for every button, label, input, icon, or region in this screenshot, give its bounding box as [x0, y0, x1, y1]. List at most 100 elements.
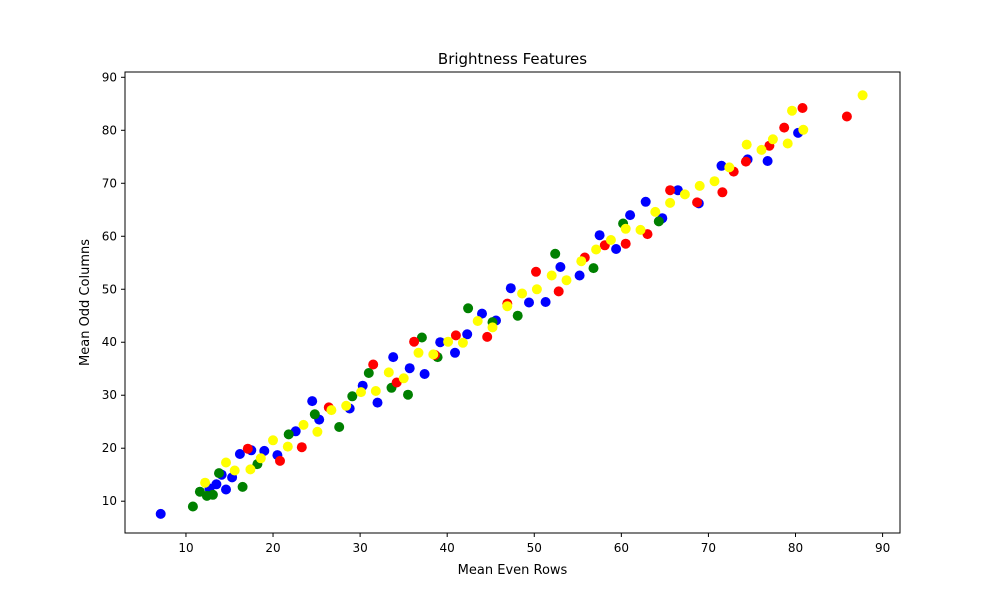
- x-tick-label: 70: [701, 541, 716, 555]
- data-point: [221, 484, 231, 495]
- data-point: [268, 435, 278, 446]
- data-point: [555, 262, 566, 272]
- data-point: [409, 336, 420, 347]
- data-point: [312, 426, 323, 437]
- x-tick-label: 90: [875, 541, 890, 555]
- data-point: [214, 468, 224, 479]
- data-point: [605, 235, 616, 245]
- data-point: [553, 286, 564, 297]
- data-point: [462, 329, 473, 340]
- data-point: [309, 409, 320, 420]
- data-point: [588, 263, 599, 274]
- data-point: [356, 387, 366, 398]
- data-point: [368, 359, 379, 370]
- y-tick-label: 10: [102, 494, 117, 508]
- data-point: [635, 224, 646, 235]
- data-point: [611, 244, 622, 254]
- data-point: [665, 197, 676, 208]
- x-tick-label: 10: [178, 541, 193, 555]
- data-point: [724, 162, 735, 173]
- data-point: [692, 197, 703, 208]
- chart-title: Brightness Features: [438, 50, 587, 68]
- data-point: [756, 144, 767, 155]
- points-layer: [155, 90, 868, 519]
- data-point: [443, 336, 454, 347]
- data-point: [237, 481, 248, 492]
- data-point: [482, 331, 493, 342]
- data-point: [298, 419, 309, 430]
- y-tick-label: 40: [102, 335, 117, 349]
- data-point: [531, 266, 541, 277]
- data-point: [576, 256, 587, 267]
- data-point: [457, 337, 468, 348]
- data-point: [798, 124, 809, 135]
- y-tick-label: 30: [102, 388, 117, 402]
- data-point: [347, 391, 358, 402]
- data-point: [259, 445, 270, 456]
- data-point: [540, 297, 551, 307]
- y-tick-label: 20: [102, 441, 117, 455]
- x-tick-label: 50: [527, 541, 542, 555]
- data-point: [505, 283, 516, 294]
- data-point: [487, 322, 498, 333]
- data-point: [450, 330, 461, 341]
- data-point: [787, 105, 797, 116]
- data-point: [283, 429, 294, 440]
- data-point: [404, 363, 415, 374]
- data-point: [296, 442, 307, 453]
- data-point: [694, 180, 705, 191]
- data-point: [326, 405, 337, 416]
- data-point: [207, 489, 218, 500]
- data-point: [679, 189, 690, 200]
- data-point: [463, 303, 474, 314]
- data-point: [717, 187, 728, 198]
- data-point: [472, 316, 483, 326]
- data-point: [841, 111, 852, 122]
- data-point: [650, 206, 661, 217]
- data-point: [229, 465, 240, 476]
- data-point: [363, 368, 374, 378]
- data-point: [416, 332, 427, 343]
- y-tick-label: 60: [102, 229, 117, 243]
- series-3-points: [200, 90, 868, 488]
- data-point: [502, 301, 513, 312]
- y-tick-label: 80: [102, 123, 117, 137]
- data-point: [419, 369, 430, 379]
- data-point: [512, 310, 523, 321]
- plot-frame: [124, 71, 901, 534]
- data-point: [782, 138, 793, 149]
- data-point: [740, 156, 751, 167]
- y-tick-label: 50: [102, 282, 117, 296]
- y-axis-label: Mean Odd Columns: [78, 239, 93, 366]
- data-point: [741, 139, 752, 150]
- data-point: [234, 449, 245, 459]
- data-point: [561, 275, 572, 286]
- data-point: [187, 501, 198, 512]
- data-point: [282, 441, 293, 452]
- data-point: [517, 288, 528, 299]
- data-point: [388, 352, 399, 363]
- data-point: [398, 373, 409, 384]
- x-tick-label: 20: [265, 541, 280, 555]
- data-point: [531, 284, 542, 295]
- data-point: [435, 337, 446, 348]
- data-point: [779, 122, 790, 133]
- data-point: [155, 508, 166, 519]
- data-point: [550, 248, 561, 259]
- x-tick-label: 80: [788, 541, 803, 555]
- data-point: [716, 160, 727, 171]
- data-point: [255, 453, 266, 464]
- data-point: [709, 176, 720, 187]
- data-point: [640, 196, 651, 207]
- data-point: [797, 103, 808, 113]
- data-point: [275, 455, 285, 466]
- data-point: [594, 230, 605, 241]
- data-point: [242, 443, 253, 454]
- data-point: [334, 422, 345, 432]
- data-point: [370, 386, 381, 396]
- data-point: [307, 396, 318, 407]
- data-point: [620, 223, 631, 234]
- data-point: [341, 400, 352, 411]
